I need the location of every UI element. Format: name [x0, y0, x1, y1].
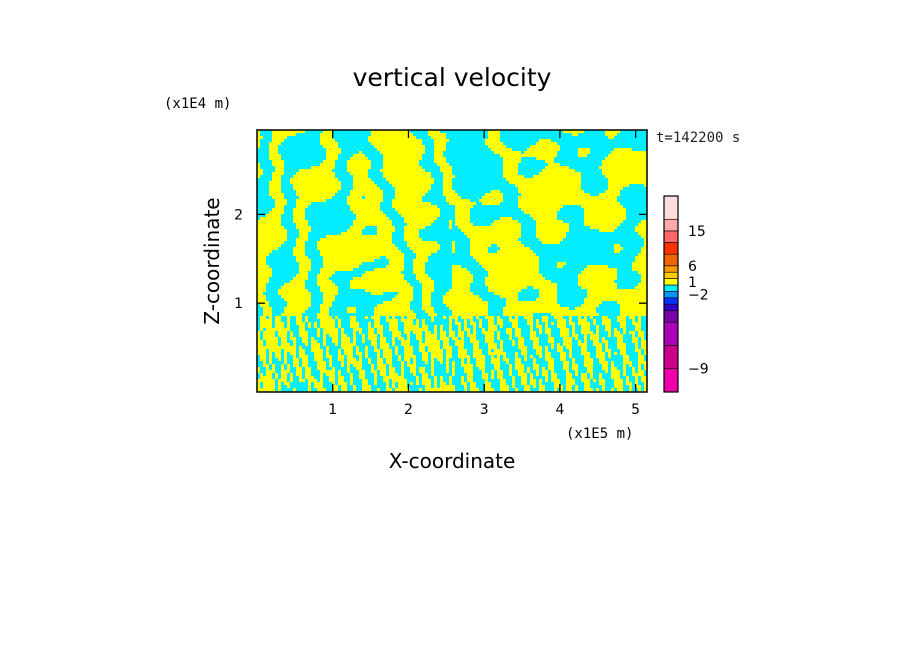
colorbar-label: 15	[688, 224, 706, 240]
colorbar: 15 61−2 −9	[663, 195, 709, 393]
colorbar-band	[663, 303, 679, 311]
x-tick-label: 4	[555, 402, 564, 418]
colorbar-band	[663, 291, 679, 299]
colorbar-band	[663, 345, 679, 370]
y-tick-label: 2	[234, 207, 243, 223]
colorbar-band	[663, 218, 679, 232]
x-tick-label: 2	[404, 402, 413, 418]
field-negative-region	[257, 130, 647, 392]
colorbar-band	[663, 265, 679, 273]
x-axis: 1 2 3 4 5	[328, 130, 640, 418]
colorbar-band	[663, 310, 679, 323]
x-tick-label: 3	[480, 402, 489, 418]
plot-frame	[256, 129, 648, 393]
time-label: t=142200 s	[656, 130, 740, 146]
velocity-field	[257, 130, 647, 392]
x-tick-label: 5	[631, 402, 640, 418]
y-tick-label: 1	[234, 296, 243, 312]
colorbar-band	[663, 242, 679, 255]
x-axis-unit: (x1E5 m)	[566, 426, 633, 442]
colorbar-band	[663, 368, 679, 393]
colorbar-band	[663, 230, 679, 243]
colorbar-label: −9	[688, 362, 709, 378]
y-axis-unit: (x1E4 m)	[164, 96, 231, 112]
colorbar-band	[663, 271, 679, 279]
x-axis-label: X-coordinate	[389, 449, 516, 473]
y-axis: 12	[234, 207, 647, 312]
colorbar-frame	[663, 195, 679, 393]
chart-title: vertical velocity	[353, 63, 552, 92]
y-axis-label: Z-coordinate	[200, 197, 224, 324]
x-tick-label: 1	[328, 402, 337, 418]
colorbar-band	[663, 253, 679, 267]
colorbar-band	[663, 195, 679, 220]
colorbar-band	[663, 321, 679, 346]
colorbar-band	[663, 278, 679, 286]
colorbar-band	[663, 297, 679, 305]
colorbar-label: 6	[688, 259, 697, 275]
colorbar-label: 1	[688, 275, 697, 291]
colorbar-band	[663, 284, 679, 292]
colorbar-label: −2	[688, 288, 709, 304]
field-positive-region	[257, 130, 647, 392]
